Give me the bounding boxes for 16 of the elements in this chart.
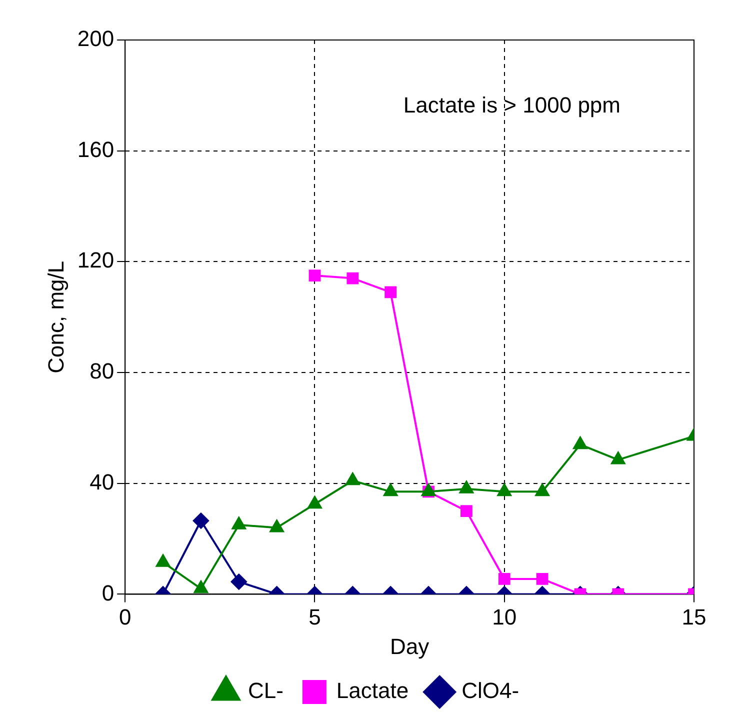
x-tick-label: 10 (492, 604, 517, 630)
y-tick-label: 0 (102, 580, 114, 606)
y-tick-label: 160 (77, 136, 114, 162)
x-tick-label: 0 (118, 604, 132, 630)
y-tick-label: 200 (77, 26, 114, 52)
y-tick-label: 80 (90, 358, 114, 384)
legend-label: CL- (248, 678, 284, 704)
legend-label: ClO4- (462, 678, 520, 704)
y-axis-title: Conc, mg/L (43, 260, 68, 374)
x-tick-label: 5 (308, 604, 321, 630)
x-axis-title: Day (390, 634, 430, 659)
legend-label: Lactate (336, 678, 409, 704)
annotation: Lactate is > 1000 ppm (403, 92, 620, 118)
x-tick-label: 15 (682, 604, 706, 630)
y-tick-label: 120 (77, 248, 114, 273)
y-tick-label: 40 (90, 469, 114, 494)
